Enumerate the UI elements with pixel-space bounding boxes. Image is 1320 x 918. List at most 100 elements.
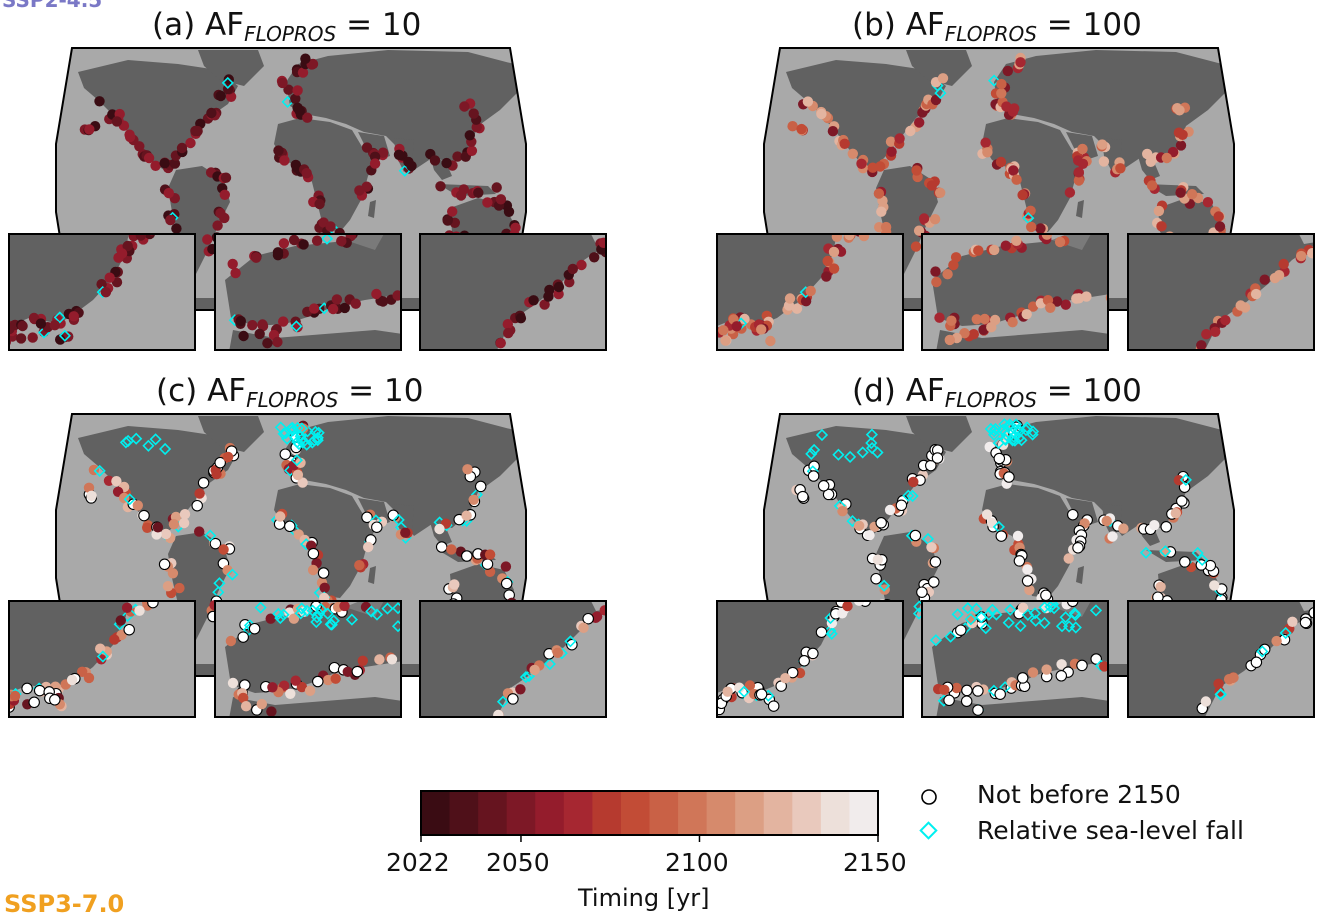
coastal-site-marker	[787, 121, 798, 132]
coastal-site-marker	[886, 146, 897, 157]
colorbar-segment	[535, 791, 565, 835]
coastal-site-marker	[1161, 152, 1172, 164]
coastal-site-marker	[816, 108, 827, 120]
coastal-site-marker	[462, 464, 473, 475]
coastal-site-marker	[981, 509, 993, 520]
coastal-site-marker	[100, 287, 112, 298]
inset-d-3	[1127, 600, 1315, 718]
coastal-site-marker	[86, 490, 97, 501]
sea-level-fall-marker	[204, 529, 217, 542]
coastal-site-marker	[94, 96, 105, 107]
coastal-site-marker	[15, 333, 27, 344]
coastal-site-marker	[880, 221, 892, 233]
sea-level-fall-marker	[306, 436, 319, 449]
coastal-site-marker	[194, 488, 205, 499]
coastal-site-marker	[495, 194, 507, 205]
coastal-site-marker	[979, 313, 990, 325]
coastal-site-marker	[755, 688, 768, 701]
coastal-site-marker	[220, 172, 232, 183]
colorbar-segment	[792, 791, 822, 835]
coastal-site-marker	[115, 615, 127, 626]
sea-level-fall-marker	[902, 489, 915, 502]
coastal-site-marker	[807, 647, 819, 660]
coastal-site-marker	[1073, 167, 1084, 178]
coastal-site-marker	[455, 190, 467, 201]
coastal-site-marker	[300, 53, 311, 64]
coastal-site-marker	[986, 322, 997, 333]
sea-level-fall-marker	[381, 602, 394, 615]
coastal-site-marker	[805, 285, 816, 297]
coastal-site-marker	[169, 158, 181, 169]
coastal-site-marker	[429, 155, 441, 166]
sea-level-fall-marker	[1139, 546, 1153, 559]
coastal-site-marker	[49, 694, 61, 706]
coastal-site-marker	[959, 328, 970, 339]
coastal-site-marker	[1213, 678, 1224, 689]
sea-level-fall-marker	[142, 439, 155, 452]
coastal-site-marker	[955, 624, 967, 636]
sea-level-fall-marker	[998, 418, 1011, 431]
coastal-site-marker	[194, 526, 205, 537]
coastal-site-marker	[1239, 302, 1251, 313]
coastal-site-marker	[1269, 272, 1281, 284]
coastal-site-marker	[796, 123, 807, 135]
sea-level-fall-marker	[975, 611, 988, 624]
coastal-site-marker	[262, 338, 273, 349]
sea-level-fall-marker	[159, 442, 172, 456]
coastal-site-marker	[564, 277, 575, 288]
coastal-site-marker	[297, 67, 309, 78]
coastal-site-marker	[35, 318, 47, 329]
sea-level-fall-marker	[808, 443, 821, 456]
coastal-site-marker	[96, 279, 107, 290]
coastal-site-marker	[1072, 542, 1084, 554]
coastal-site-marker	[256, 698, 267, 710]
coastal-site-marker	[328, 661, 341, 674]
coastal-site-marker	[797, 490, 809, 503]
coastal-site-marker	[944, 334, 955, 346]
coastal-site-marker	[1107, 531, 1118, 542]
coastal-site-marker	[302, 112, 313, 123]
coastal-site-marker	[471, 122, 482, 133]
coastal-site-marker	[377, 147, 389, 158]
coastal-site-marker	[288, 613, 300, 624]
colorbar-tick-2100: 2100	[665, 848, 729, 877]
coastal-site-marker	[1213, 211, 1224, 222]
coastal-site-marker	[159, 158, 170, 169]
coastal-site-marker	[929, 556, 942, 568]
coastal-site-marker	[447, 206, 458, 217]
coastal-site-marker	[377, 296, 389, 307]
coastal-site-marker	[1009, 103, 1020, 114]
coastal-site-marker	[386, 654, 398, 665]
coastal-site-marker	[935, 187, 946, 198]
coastal-site-marker	[138, 509, 150, 522]
coastal-site-marker	[279, 448, 292, 460]
sea-level-fall-marker	[226, 568, 239, 581]
sea-level-fall-marker	[122, 434, 135, 448]
coastal-site-marker	[171, 223, 182, 234]
coastal-site-marker	[1045, 302, 1056, 313]
coastal-site-marker	[839, 138, 850, 149]
coastal-site-marker	[1041, 664, 1052, 675]
coastal-site-marker	[995, 530, 1008, 542]
sea-level-fall-marker	[992, 520, 1005, 533]
coastal-site-marker	[1153, 205, 1165, 217]
coastal-site-marker	[997, 439, 1009, 450]
coastal-site-marker	[392, 290, 401, 301]
sea-level-fall-marker	[370, 608, 384, 621]
sea-level-fall-marker	[295, 602, 308, 615]
sea-level-fall-marker	[123, 493, 136, 506]
coastal-site-marker	[449, 579, 460, 590]
colorbar-segment	[649, 791, 679, 835]
coastal-site-marker	[815, 626, 828, 638]
coastal-site-marker	[279, 155, 290, 166]
coastal-site-marker	[142, 522, 153, 533]
coastal-site-marker	[257, 319, 268, 330]
coastal-site-marker	[351, 665, 364, 678]
coastal-site-marker	[1022, 564, 1033, 575]
sea-level-fall-marker	[320, 234, 334, 245]
coastal-site-marker	[49, 320, 60, 331]
sea-level-fall-marker	[53, 311, 66, 324]
coastal-site-marker	[500, 577, 513, 590]
coastal-site-marker	[844, 234, 855, 241]
coastal-site-marker	[272, 247, 284, 258]
